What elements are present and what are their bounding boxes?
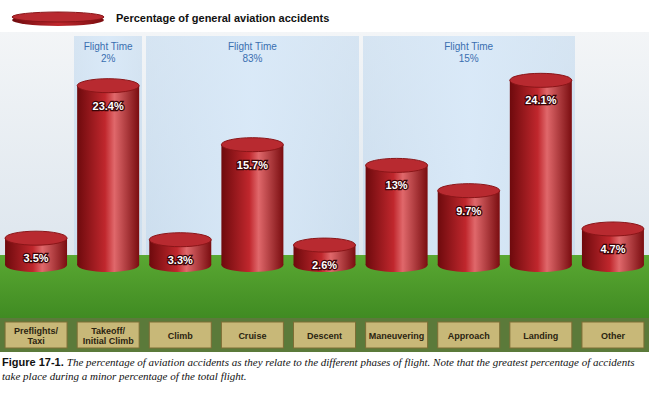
svg-text:Cruise: Cruise (238, 331, 266, 341)
html-text:Flight Time: Flight Time (444, 41, 494, 52)
html-text:83%: 83% (242, 53, 263, 64)
svg-text:Other: Other (601, 331, 626, 341)
svg-text:24.1%: 24.1% (525, 94, 556, 106)
svg-text:Taxi: Taxi (27, 336, 44, 346)
svg-text:4.7%: 4.7% (600, 243, 625, 255)
svg-text:13%: 13% (386, 179, 408, 191)
svg-text:Approach: Approach (448, 331, 490, 341)
svg-text:Maneuvering: Maneuvering (369, 331, 425, 341)
svg-text:3.5%: 3.5% (24, 252, 49, 264)
html-text:Flight Time: Flight Time (83, 41, 133, 52)
svg-text:2.6%: 2.6% (312, 259, 337, 271)
html-text:Percentage of general aviation: Percentage of general aviation accidents (116, 12, 330, 24)
html-text:Flight Time: Flight Time (227, 41, 277, 52)
svg-text:9.7%: 9.7% (456, 205, 481, 217)
svg-text:15.7%: 15.7% (237, 159, 268, 171)
html-text:Figure 17-1. The percentage of: Figure 17-1. The percentage of aviation … (2, 356, 635, 382)
svg-text:Landing: Landing (523, 331, 558, 341)
svg-text:Takeoff/: Takeoff/ (91, 326, 125, 336)
svg-text:Descent: Descent (307, 331, 342, 341)
svg-text:Initial Climb: Initial Climb (83, 336, 135, 346)
svg-text:3.3%: 3.3% (168, 254, 193, 266)
svg-text:23.4%: 23.4% (93, 100, 124, 112)
svg-text:Preflights/: Preflights/ (14, 326, 59, 336)
svg-text:Climb: Climb (168, 331, 194, 341)
html-text:2%: 2% (100, 53, 116, 64)
html-text:15%: 15% (458, 53, 479, 64)
